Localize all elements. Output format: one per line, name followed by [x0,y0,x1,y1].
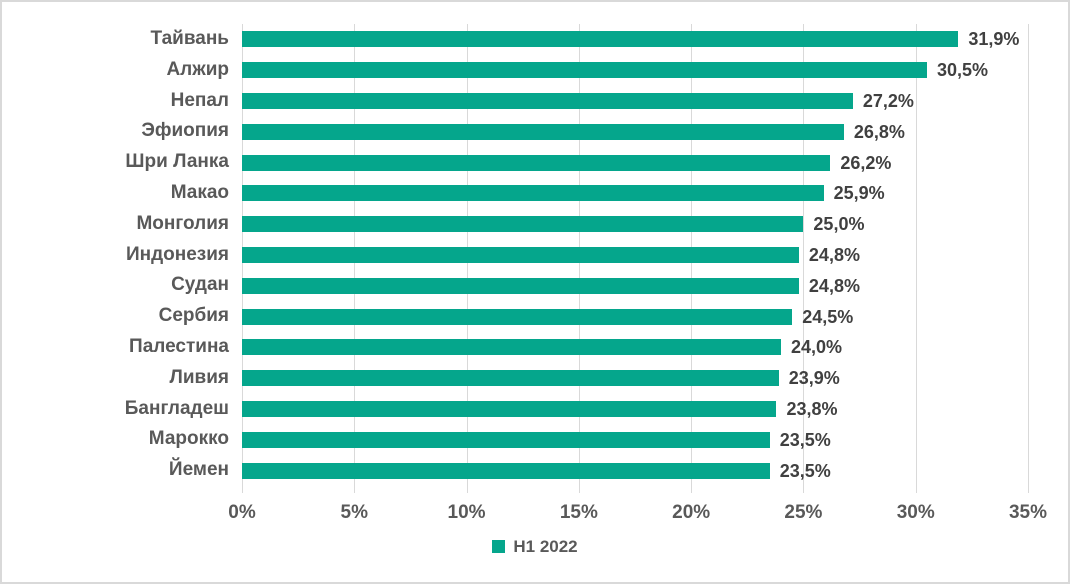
bar [242,123,844,140]
category-label: Ливия [169,366,229,388]
bar-row: 24,8% [242,270,1028,301]
bar-row: 24,5% [242,301,1028,332]
legend-swatch-icon [492,540,506,553]
gridline [1028,24,1029,486]
bar-row: 25,9% [242,178,1028,209]
bar-row: 26,8% [242,116,1028,147]
bar [242,308,793,325]
bar-row: 27,2% [242,86,1028,117]
legend-label: H1 2022 [513,537,578,556]
bar [242,246,799,263]
bar [242,185,824,202]
bar-row: 26,2% [242,147,1028,178]
value-label: 30,5% [936,60,988,81]
category-label: Сербия [158,305,229,327]
category-label: Йемен [168,459,229,481]
category-label: Эфиопия [141,120,229,142]
x-tick-label: 20% [672,502,711,523]
value-label: 26,8% [853,121,905,142]
category-label: Судан [171,274,229,296]
x-tick-label: 35% [1008,502,1048,523]
bar [242,431,770,448]
bar-row: 24,0% [242,332,1028,363]
value-label: 25,9% [833,183,885,204]
x-tick-label: 15% [559,502,598,523]
bar-row: 30,5% [242,55,1028,86]
value-label: 23,8% [786,398,838,419]
bar [242,277,799,294]
bar-row: 25,0% [242,209,1028,240]
x-tick-label: 0% [228,502,256,523]
bar-series: 31,9% 30,5% 27,2% 26,8% 26,2% 25,9% 25,0% 24,8%… [242,24,1028,486]
plot-area: 31,9% 30,5% 27,2% 26,8% 26,2% 25,9% 25,0% 24,8%… [242,24,1029,486]
category-label: Монголия [136,212,229,234]
tick-mark [578,486,580,493]
bar-row: 23,5% [242,455,1028,486]
bar [242,339,781,356]
category-label: Макао [170,181,229,203]
bar-row: 31,9% [242,24,1028,55]
x-tick-label: 30% [896,502,935,523]
value-label: 24,8% [808,244,860,265]
value-label: 25,0% [813,214,865,235]
bar [242,92,853,109]
bar [242,216,804,233]
bar-row: 23,9% [242,363,1028,394]
x-tick-label: 5% [340,502,369,523]
bar-row: 23,8% [242,394,1028,425]
legend: H1 2022 [2,538,1068,555]
tick-mark [242,486,243,493]
value-label: 24,0% [790,337,843,358]
x-tick-label: 25% [784,502,823,523]
category-label: Непал [170,89,229,111]
tick-mark [691,486,693,493]
value-label: 27,2% [862,90,914,111]
category-label: Тайвань [150,28,229,49]
value-label: 24,5% [802,306,854,327]
bar [242,462,770,479]
value-label: 23,5% [779,429,831,450]
bar [242,154,831,171]
tick-mark [915,486,917,493]
category-label: Марокко [148,428,229,450]
value-label: 31,9% [968,29,1020,50]
tick-mark [803,486,805,493]
bar-row: 24,8% [242,240,1028,271]
bar [242,400,777,417]
bar [242,31,959,48]
value-label: 26,2% [840,152,892,173]
category-label: Индонезия [125,243,229,265]
value-label: 23,5% [779,460,831,481]
x-tick-label: 10% [447,502,486,523]
category-label: Алжир [166,58,229,80]
value-label: 24,8% [808,275,860,296]
value-label: 23,9% [788,368,840,389]
bar [242,370,779,387]
bar [242,62,927,79]
gridline [915,24,917,486]
tick-mark [1028,486,1029,493]
category-label: Шри Ланка [125,151,229,173]
tick-mark [466,486,468,493]
y-axis-category-labels: Тайвань Алжир Непал Эфиопия Шри Ланка Макао Мо… [2,24,229,486]
bar-row: 23,5% [242,424,1028,455]
category-label: Палестина [129,335,229,357]
tick-mark [354,486,356,493]
gridline [803,24,805,486]
category-label: Бангладеш [124,397,229,419]
